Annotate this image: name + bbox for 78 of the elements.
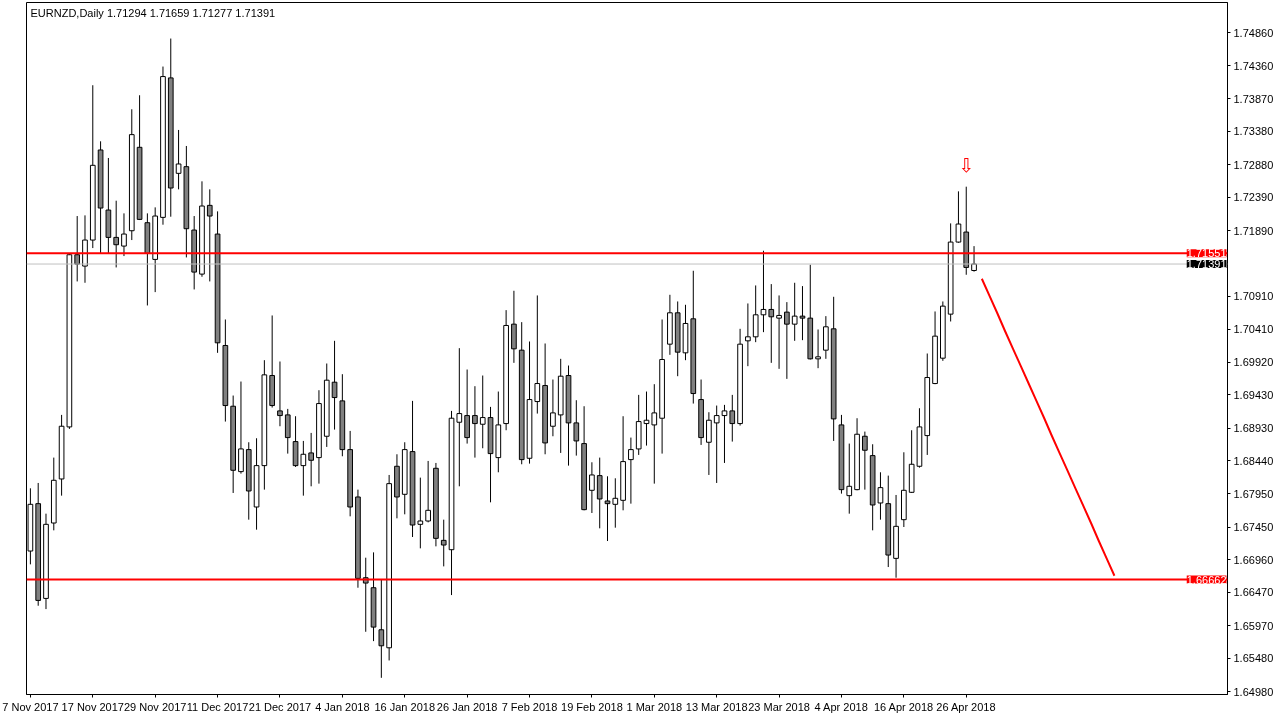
candlestick	[206, 188, 213, 282]
candlestick	[823, 315, 829, 360]
candlestick	[846, 443, 853, 515]
candlestick	[628, 437, 634, 505]
candlestick	[815, 328, 821, 369]
x-tick-label: 29 Nov 2017	[123, 700, 187, 713]
ref-line-label: 1.71391	[1186, 258, 1227, 271]
y-tick-label: 1.73870	[1233, 92, 1274, 105]
y-tick-label: 1.67950	[1233, 487, 1274, 500]
y-tick-label: 1.66470	[1233, 586, 1274, 599]
y-tick-label: 1.66960	[1233, 553, 1274, 566]
candlestick	[596, 457, 603, 529]
y-tick-label: 1.69430	[1233, 388, 1274, 401]
candlestick	[479, 375, 486, 449]
candlestick	[776, 294, 782, 370]
y-tick-label: 1.69920	[1233, 356, 1274, 369]
candlestick	[706, 411, 712, 476]
candlestick	[784, 301, 790, 380]
x-tick-label: 26 Jan 2018	[436, 700, 498, 713]
candlestick	[464, 369, 470, 445]
candlestick	[768, 283, 775, 364]
candlestick	[651, 383, 658, 485]
x-tick-label: 11 Dec 2017	[186, 700, 249, 713]
x-tick-label: 1 Mar 2018	[626, 700, 683, 713]
candlestick	[113, 200, 120, 268]
chart-title: EURNZD,Daily 1.71294 1.71659 1.71277 1.71391	[30, 6, 276, 19]
candlestick	[955, 190, 962, 244]
y-tick-label: 1.65480	[1233, 652, 1274, 665]
y-tick-label: 1.68440	[1233, 454, 1274, 467]
candlestick	[284, 408, 291, 455]
x-tick-label: 21 Dec 2017	[248, 700, 312, 713]
candlestick	[121, 212, 127, 257]
candlestick	[752, 284, 759, 343]
candlestick	[440, 519, 447, 567]
y-tick-label: 1.68930	[1233, 422, 1274, 435]
candlestick	[612, 477, 619, 529]
y-tick-label: 1.71890	[1233, 224, 1274, 237]
y-tick-label: 1.72390	[1233, 191, 1274, 204]
candlestick	[604, 475, 611, 542]
x-tick-label: 4 Jan 2018	[315, 700, 370, 713]
candlestick	[573, 399, 580, 457]
y-tick-label: 1.64980	[1233, 685, 1274, 698]
y-tick-label: 1.74860	[1233, 26, 1274, 39]
candlestick	[378, 579, 385, 679]
y-tick-label: 1.70410	[1233, 323, 1274, 336]
x-tick-label: 26 Apr 2018	[936, 700, 996, 713]
x-tick-label: 7 Feb 2018	[501, 700, 558, 713]
x-tick-label: 19 Feb 2018	[561, 700, 623, 713]
candlestick	[550, 379, 556, 437]
y-tick-label: 1.72880	[1233, 158, 1274, 171]
candlestick	[277, 361, 283, 427]
y-tick-label: 1.73380	[1233, 125, 1274, 138]
candlestick	[308, 432, 314, 487]
y-tick-label: 1.65970	[1233, 619, 1274, 632]
x-tick-label: 13 Mar 2018	[685, 700, 748, 713]
x-tick-label: 23 Mar 2018	[748, 700, 810, 713]
candlestick	[331, 340, 338, 431]
candlestick	[425, 460, 431, 523]
candlestick	[745, 302, 751, 367]
candlestick	[862, 431, 868, 491]
line-series	[980, 277, 1116, 577]
y-tick-label: 1.70910	[1233, 290, 1274, 303]
candlestick	[74, 215, 81, 282]
candlestick	[589, 461, 595, 514]
x-tick-label: 7 Nov 2017	[2, 700, 59, 713]
candlestick	[760, 250, 767, 333]
candlestick	[238, 381, 244, 475]
x-tick-label: 4 Apr 2018	[814, 700, 868, 713]
x-tick-label: 16 Apr 2018	[873, 700, 934, 713]
ref-line-label: 1.66662	[1186, 573, 1227, 586]
x-tick-label: 17 Nov 2017	[61, 700, 124, 713]
ref-line-label: 1.71551	[1186, 247, 1227, 260]
y-tick-label: 1.67450	[1233, 521, 1274, 534]
annotation: ⇩	[958, 153, 975, 176]
x-tick-label: 16 Jan 2018	[374, 700, 436, 713]
candlestick	[472, 385, 478, 459]
y-tick-label: 1.74360	[1233, 59, 1274, 72]
candlestick	[729, 394, 736, 443]
